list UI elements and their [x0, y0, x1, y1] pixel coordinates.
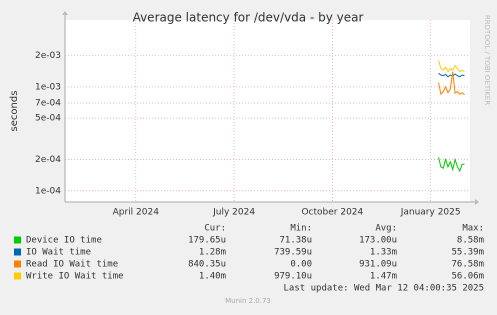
legend-value: 1.33m: [370, 248, 397, 258]
legend-label: Read IO Wait time: [26, 260, 118, 270]
chart-title: Average latency for /dev/vda - by year: [133, 11, 364, 25]
legend-label: Device IO time: [26, 236, 102, 246]
legend-value: 56.06m: [451, 272, 484, 282]
legend-header: Cur:: [204, 224, 226, 234]
y-tick-label: 2e-03: [35, 51, 61, 61]
legend-value: 1.28m: [199, 248, 226, 258]
y-arrow: [62, 11, 68, 15]
series-line: [438, 157, 465, 173]
series-line: [438, 72, 465, 78]
legend-swatch: [14, 236, 21, 244]
y-tick-label: 2e-04: [35, 155, 61, 165]
legend-value: 76.58m: [451, 260, 484, 270]
y-axis-label: seconds: [9, 91, 20, 132]
y-tick-label: 7e-04: [35, 98, 61, 108]
legend-swatch: [14, 260, 21, 268]
legend-value: 739.59u: [274, 248, 312, 258]
x-tick-label: October 2024: [301, 208, 363, 218]
x-tick-label: April 2024: [113, 208, 160, 218]
legend-value: 179.65u: [188, 236, 226, 246]
legend-value: 71.38u: [279, 236, 312, 246]
legend-label: IO Wait time: [26, 248, 91, 258]
series-line: [438, 71, 465, 96]
x-tick-label: January 2025: [400, 208, 461, 218]
plot-area: [65, 20, 470, 202]
legend-header: Min:: [290, 224, 312, 234]
legend-value: 931.09u: [359, 260, 397, 270]
y-tick-label: 1e-04: [35, 186, 61, 196]
x-tick-label: July 2024: [212, 208, 255, 218]
footer: Munin 2.0.73: [225, 297, 271, 305]
legend-value: 1.40m: [199, 272, 226, 282]
legend-header: Avg:: [375, 224, 397, 234]
legend-swatch: [14, 272, 21, 280]
legend-value: 0.00: [290, 260, 312, 270]
y-tick-label: 5e-04: [35, 114, 61, 124]
legend-header: Max:: [462, 224, 484, 234]
y-tick-label: 1e-03: [35, 82, 61, 92]
series-line: [438, 60, 465, 73]
legend-swatch: [14, 248, 21, 256]
legend-value: 840.35u: [188, 260, 226, 270]
last-update: Last update: Wed Mar 12 04:00:35 2025: [284, 284, 484, 294]
watermark: RRDTOOL / TOBI OETIKER: [483, 15, 491, 105]
legend-label: Write IO Wait time: [26, 272, 124, 282]
legend-value: 979.10u: [274, 272, 312, 282]
legend-value: 55.39m: [451, 248, 484, 258]
legend-value: 1.47m: [370, 272, 397, 282]
legend-value: 173.00u: [359, 236, 397, 246]
x-arrow: [475, 199, 479, 205]
legend-value: 8.58m: [457, 236, 484, 246]
